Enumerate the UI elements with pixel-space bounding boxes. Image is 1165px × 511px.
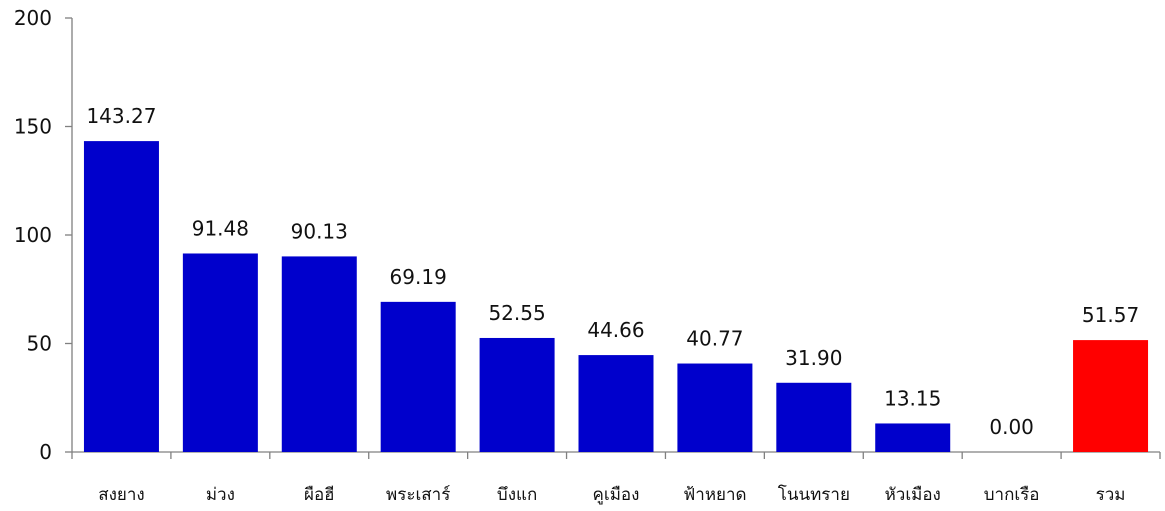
x-category-label: โนนทราย: [778, 484, 850, 505]
y-tick-label: 0: [39, 440, 52, 464]
bar-value-label: 0.00: [989, 415, 1034, 439]
bar-value-label: 51.57: [1082, 303, 1139, 327]
data-labels: 143.27 91.48 90.13 69.19 52.55 44.66 40.77 31.9…: [86, 104, 1139, 439]
bar-total: [1073, 340, 1149, 452]
y-tick-label: 100: [14, 223, 52, 247]
x-category-label: สงยาง: [98, 485, 144, 505]
bar: [776, 382, 852, 452]
bar-value-label: 52.55: [488, 301, 545, 325]
bar-value-label: 31.90: [785, 346, 842, 370]
bar-value-label: 40.77: [686, 327, 743, 351]
y-axis: 0 50 100 150 200: [14, 6, 73, 464]
x-category-label: ผือฮี: [304, 485, 335, 505]
bar: [578, 355, 654, 452]
x-category-label: ม่วง: [206, 485, 235, 505]
bar-value-label: 143.27: [86, 104, 156, 128]
bar-value-label: 69.19: [390, 265, 447, 289]
bar-value-label: 90.13: [291, 219, 348, 243]
bar: [83, 141, 159, 452]
x-category-label: พระเสาร์: [386, 485, 450, 505]
x-category-label: บึงแก: [497, 485, 537, 505]
bar: [380, 301, 456, 452]
bar-value-label: 13.15: [884, 386, 941, 410]
bar-value-label: 91.48: [192, 216, 249, 240]
x-category-label: ฟ้าหยาด: [683, 485, 746, 505]
x-category-label: บากเรือ: [984, 485, 1040, 505]
bar: [875, 423, 951, 452]
bar: [479, 337, 555, 452]
bar-series: [83, 141, 1149, 452]
x-category-label: หัวเมือง: [885, 485, 941, 505]
x-category-label: รวม: [1096, 485, 1126, 505]
bar: [677, 363, 753, 452]
bar: [281, 256, 357, 452]
x-category-label: คูเมือง: [593, 485, 640, 505]
y-tick-label: 200: [14, 6, 52, 30]
x-axis: สงยาง ม่วง ผือฮี พระเสาร์ บึงแก คูเมือง ฟ้าหยา…: [71, 451, 1161, 505]
bar-value-label: 44.66: [587, 318, 644, 342]
bar: [182, 253, 258, 452]
y-tick-label: 50: [27, 332, 52, 356]
y-tick-label: 150: [14, 115, 52, 139]
